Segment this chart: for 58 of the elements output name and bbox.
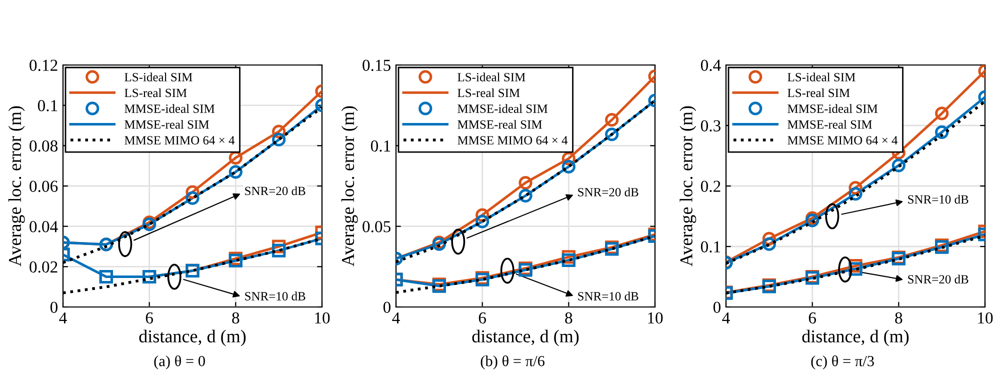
x-tick-label: 6 (146, 312, 154, 324)
x-tick-label: 4 (392, 312, 400, 324)
y-tick-label: 0.1 (38, 100, 58, 112)
y-tick-label: 0 (383, 302, 391, 313)
annotation: SNR=10 dB (245, 292, 306, 300)
legend-label: LS-real SIM (788, 88, 850, 98)
x-axis-title: distance, d (m) (139, 330, 246, 346)
legend-label: LS-real SIM (124, 88, 187, 98)
y-axis-title: Average loc. error (m) (341, 106, 358, 266)
y-tick-label: 0 (50, 302, 58, 313)
legend-label: MMSE MIMO 64 × 4 (788, 136, 898, 145)
annotation: SNR=10 dB (908, 194, 968, 204)
y-tick-label: 0.1 (370, 140, 390, 152)
y-tick-label: 0.1 (700, 241, 720, 253)
legend-label: LS-real SIM (458, 88, 520, 98)
x-tick-label: 10 (978, 312, 993, 324)
legend-label: MMSE-real SIM (124, 120, 209, 129)
x-axis-title: distance, d (m) (472, 330, 579, 346)
legend-label: LS-ideal SIM (124, 72, 192, 82)
legend-label: LS-ideal SIM (788, 72, 856, 82)
legend-label: MMSE-ideal SIM (788, 104, 878, 113)
legend-label: MMSE-real SIM (788, 120, 872, 129)
legend-label: MMSE MIMO 64 × 4 (124, 136, 235, 145)
legend-label: MMSE-real SIM (458, 120, 542, 129)
text: (c) θ = π/3 (811, 355, 874, 370)
y-tick-label: 0.08 (30, 140, 58, 152)
y-tick-label: 0 (713, 302, 721, 313)
text: (b) θ = π/6 (480, 355, 544, 370)
x-tick-label: 6 (808, 312, 816, 324)
text: (a) θ = 0 (154, 355, 205, 370)
y-tick-label: 0.02 (30, 261, 58, 273)
y-tick-label: 0.04 (30, 221, 58, 232)
y-tick-label: 0.15 (362, 60, 390, 72)
legend-label: MMSE-ideal SIM (124, 104, 215, 113)
annotation: SNR=10 dB (578, 292, 638, 300)
annotation: SNR=20 dB (908, 274, 968, 284)
y-tick-label: 0.12 (30, 60, 58, 72)
x-tick-label: 8 (232, 312, 240, 324)
legend-label: MMSE MIMO 64 × 4 (458, 136, 568, 145)
x-tick-label: 6 (478, 312, 486, 324)
x-tick-label: 10 (648, 312, 663, 324)
annotation: SNR=20 dB (245, 186, 306, 196)
y-tick-label: 0.2 (700, 180, 720, 192)
annotation: SNR=20 dB (578, 188, 638, 196)
y-axis-title: Average loc. error (m) (680, 106, 696, 266)
y-tick-label: 0.3 (700, 120, 720, 132)
x-tick-label: 10 (315, 312, 330, 324)
y-tick-label: 0.05 (362, 221, 390, 232)
y-axis-title: Average loc. error (m) (8, 106, 25, 266)
legend-label: MMSE-ideal SIM (458, 104, 548, 113)
y-tick-label: 0.4 (700, 60, 721, 72)
x-tick-label: 8 (565, 312, 572, 324)
x-tick-label: 4 (59, 312, 67, 324)
x-tick-label: 8 (895, 312, 902, 324)
x-axis-title: distance, d (m) (802, 330, 909, 346)
x-tick-label: 4 (722, 312, 730, 324)
legend-label: LS-ideal SIM (458, 72, 526, 82)
y-tick-label: 0.06 (30, 180, 58, 192)
